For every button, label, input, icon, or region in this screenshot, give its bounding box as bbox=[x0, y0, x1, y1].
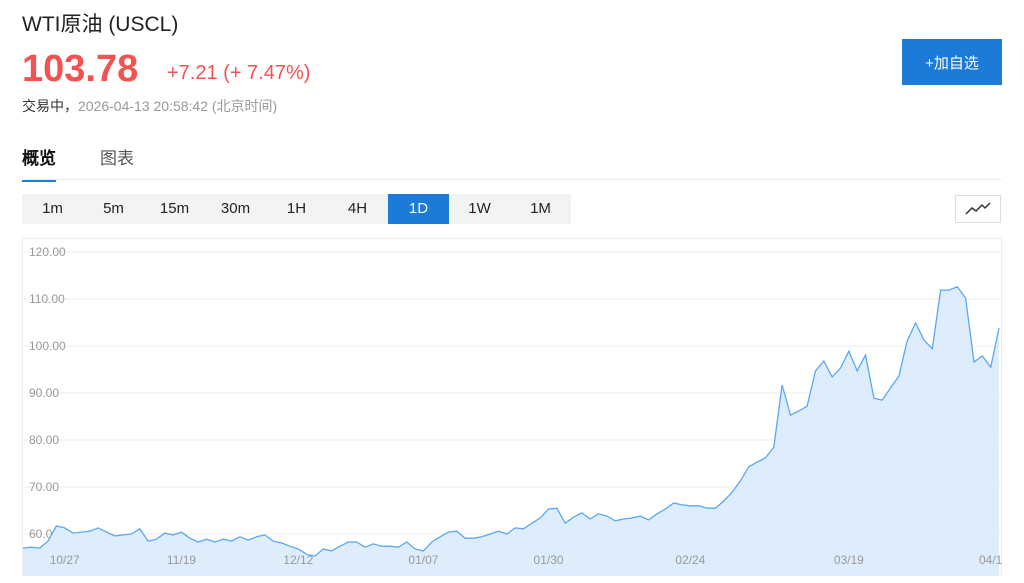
period-15m[interactable]: 15m bbox=[159, 200, 190, 217]
period-1w[interactable]: 1W bbox=[468, 200, 491, 217]
price-change: +7.21 (+ 7.47%) bbox=[167, 62, 311, 84]
x-tick-label: 01/07 bbox=[408, 553, 438, 567]
period-5m[interactable]: 5m bbox=[103, 200, 124, 217]
y-tick-label: 120.00 bbox=[29, 245, 66, 259]
period-30m[interactable]: 30m bbox=[220, 200, 251, 217]
chart-svg: 120.00110.00100.0090.0080.0070.0060.0010… bbox=[22, 245, 1003, 576]
y-tick-label: 110.00 bbox=[29, 292, 65, 306]
x-tick-label: 04/1 bbox=[979, 553, 1003, 567]
add-watchlist-button[interactable]: +加自选 bbox=[902, 39, 1002, 85]
period-4h[interactable]: 4H bbox=[347, 200, 368, 217]
status-label: 交易中， bbox=[22, 98, 78, 114]
x-tick-label: 12/12 bbox=[283, 553, 313, 567]
price-area bbox=[23, 286, 999, 576]
x-tick-label: 01/30 bbox=[534, 553, 564, 567]
tab-overview[interactable]: 概览 bbox=[22, 144, 56, 182]
line-chart-icon bbox=[965, 202, 991, 215]
period-selector: 1m 5m 15m 30m 1H 4H 1D 1W 1M bbox=[22, 194, 571, 224]
instrument-title: WTI原油 (USCL) bbox=[22, 13, 179, 36]
chart-type-button[interactable] bbox=[955, 195, 1001, 223]
tab-bar: 概览 图表 bbox=[22, 144, 134, 182]
x-tick-label: 10/27 bbox=[50, 553, 80, 567]
y-tick-label: 80.00 bbox=[29, 433, 59, 447]
period-1d[interactable]: 1D bbox=[388, 194, 449, 224]
last-price: 103.78 bbox=[22, 48, 139, 90]
tab-divider bbox=[22, 179, 1002, 180]
price-chart[interactable]: 120.00 110.00 100.00 90.00 80.00 70.00 60.00 10… bbox=[22, 238, 1003, 576]
price-line bbox=[22, 286, 1000, 557]
period-1m[interactable]: 1m bbox=[42, 200, 63, 217]
x-tick-label: 03/19 bbox=[834, 553, 864, 567]
x-tick-label: 02/24 bbox=[675, 553, 705, 567]
period-1mo[interactable]: 1M bbox=[530, 200, 551, 217]
y-tick-label: 70.00 bbox=[29, 480, 59, 494]
period-1h[interactable]: 1H bbox=[286, 200, 307, 217]
y-tick-label: 100.00 bbox=[29, 339, 66, 353]
trading-status: 交易中，2026-04-13 20:58:42 (北京时间) bbox=[22, 96, 277, 116]
timestamp: 2026-04-13 20:58:42 (北京时间) bbox=[78, 98, 278, 114]
tab-chart[interactable]: 图表 bbox=[100, 149, 134, 168]
x-tick-label: 11/19 bbox=[167, 553, 196, 567]
y-tick-label: 90.00 bbox=[29, 386, 59, 400]
